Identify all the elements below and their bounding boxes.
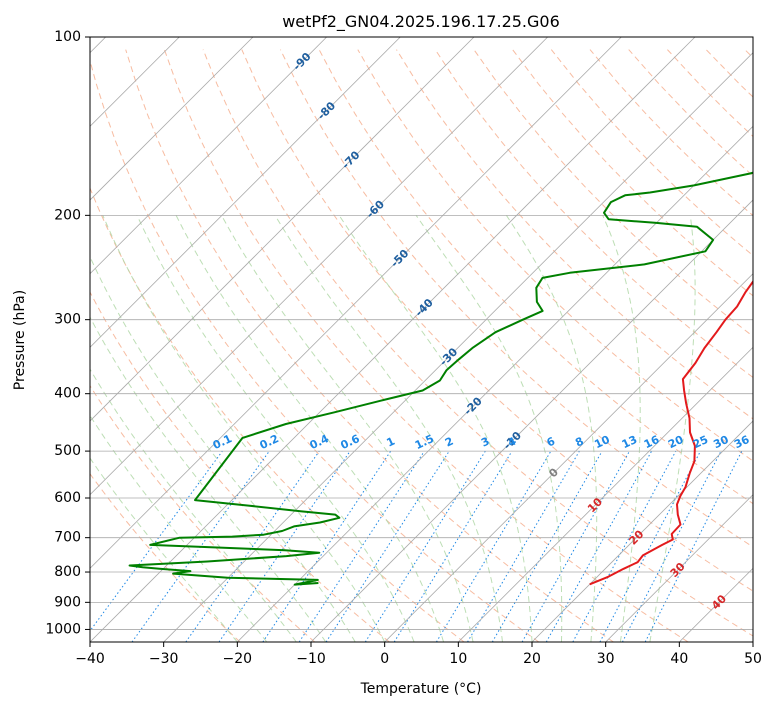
mixing-ratio-label: 3 (479, 435, 491, 450)
y-axis-label: Pressure (hPa) (12, 290, 28, 390)
y-tick-label: 800 (54, 564, 81, 580)
moist-adiabat (275, 215, 503, 642)
dry-adiabat (0, 50, 315, 642)
y-tick-label: 500 (54, 443, 81, 459)
y-tick-label: 700 (54, 530, 81, 546)
y-tick-label: 600 (54, 490, 81, 506)
mixing-ratio-label: 0.2 (258, 432, 281, 452)
isotherm-line (0, 37, 253, 642)
isotherm-line (0, 37, 548, 642)
x-tick-label: 30 (597, 651, 615, 667)
moist-adiabat (176, 215, 444, 642)
dry-adiabat (513, 50, 775, 642)
isotherm-line (90, 37, 695, 642)
mixing-ratio-line (600, 451, 701, 642)
isotherm-line (16, 37, 621, 642)
chart-title: wetPf2_GN04.2025.196.17.25.G06 (282, 12, 560, 32)
pressure-grid (90, 37, 753, 629)
mixing-ratio-line (219, 451, 350, 642)
mixing-ratio-label: 1 (384, 435, 396, 450)
moist-adiabat (650, 215, 695, 642)
dry-adiabat (126, 50, 614, 642)
dry-adiabat (397, 50, 775, 642)
mixing-ratio-label: 8 (573, 435, 585, 450)
x-tick-label: 40 (670, 651, 688, 667)
x-tick-label: 20 (523, 651, 541, 667)
x-tick-label: −30 (149, 651, 179, 667)
y-tick-label: 300 (54, 312, 81, 328)
y-tick-label: 400 (54, 386, 81, 402)
moist-adiabat (416, 215, 562, 642)
y-tick-label: 100 (54, 29, 81, 45)
mixing-ratio-line (365, 451, 485, 642)
isotherm-line (385, 37, 775, 642)
mixing-ratio-label: 0.6 (339, 432, 362, 452)
x-tick-label: 50 (744, 651, 762, 667)
mixing-ratio-line (522, 451, 629, 642)
mixing-ratio-label: 0.4 (308, 432, 331, 452)
moist-adiabat (603, 215, 641, 642)
dry-adiabat (280, 50, 775, 642)
mixing-ratio-line (622, 451, 721, 642)
x-tick-label: −10 (296, 651, 326, 667)
plot-frame (90, 37, 753, 642)
x-tick-label: −20 (223, 651, 253, 667)
background-lines (0, 37, 775, 642)
dry-adiabat (435, 50, 775, 642)
isotherm-line (532, 37, 775, 642)
dry-adiabat (590, 50, 775, 642)
dry-adiabat (474, 50, 775, 642)
mixing-ratio-label: 10 (592, 433, 612, 451)
dry-adiabat (667, 50, 775, 642)
moist-adiabat (45, 215, 326, 642)
mixing-ratio-label: 1.5 (413, 432, 436, 452)
mixing-ratio-label: 30 (711, 433, 731, 451)
temperature-line (590, 37, 775, 584)
isotherm-line (753, 37, 775, 642)
y-tick-label: 900 (54, 594, 81, 610)
dry-adiabat (203, 50, 763, 642)
dry-adiabat (745, 50, 775, 642)
mixing-ratio-label: 13 (620, 433, 639, 451)
mixing-ratio-label: 20 (666, 433, 686, 451)
x-tick-label: −40 (75, 651, 105, 667)
moist-adiabat (339, 215, 532, 642)
mixing-ratio-label: 25 (691, 433, 710, 451)
isotherm-line (0, 37, 400, 642)
x-tick-label: 0 (380, 651, 389, 667)
mixing-ratio-label: 0.1 (211, 432, 234, 452)
x-tick-label: 10 (449, 651, 467, 667)
isotherm-line (311, 37, 775, 642)
y-axis: 100 200 300 400 500 600 700 800 900 1000 (45, 29, 90, 637)
mixing-ratio-label: 2 (443, 435, 455, 450)
y-tick-label: 200 (54, 207, 81, 223)
y-tick-label: 1000 (45, 621, 81, 637)
mixing-ratio-label: 16 (642, 433, 662, 451)
x-axis-label: Temperature (°C) (360, 681, 482, 697)
sounding-series (130, 37, 775, 585)
isotherm-line (164, 37, 769, 642)
mixing-ratio-label: 6 (545, 434, 558, 449)
isotherm-line (0, 37, 327, 642)
x-axis: −40 −30 −20 −10 0 10 20 30 40 50 (75, 642, 762, 667)
isotherm-line (237, 37, 775, 642)
